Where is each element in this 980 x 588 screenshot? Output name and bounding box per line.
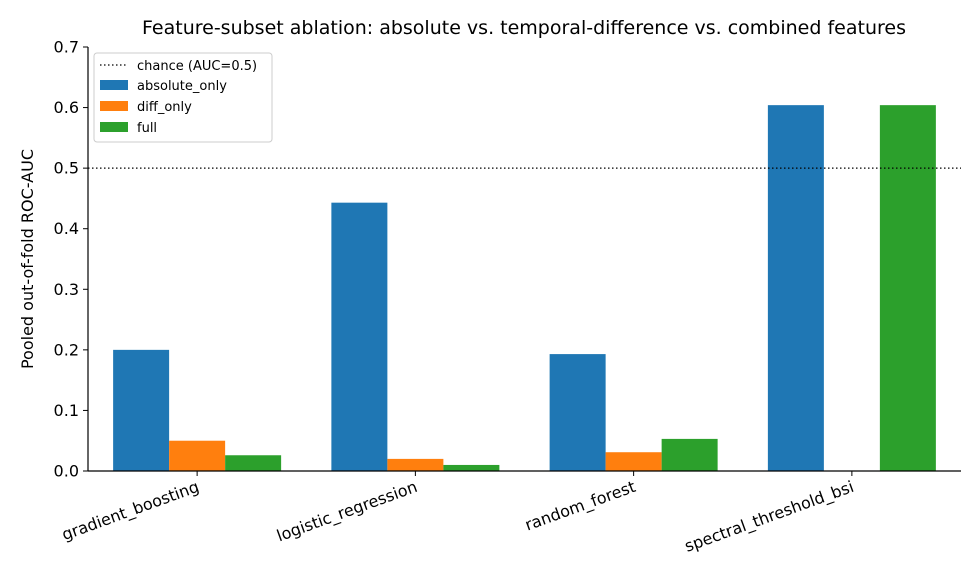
bar-full-spectral_threshold_bsi — [879, 105, 936, 472]
plot-area: 0.0 0.1 0.2 0.3 0.4 0.5 0.6 0.7 gradient_boostin… — [54, 38, 961, 557]
y-tick-label: 0.7 — [54, 38, 79, 57]
bar-absolute_only-gradient_boosting — [113, 349, 170, 471]
x-tick-label: spectral_threshold_bsi — [682, 477, 857, 557]
legend-swatch-absolute_only — [100, 80, 128, 90]
legend-swatch-full — [100, 122, 128, 132]
legend: chance (AUC=0.5) absolute_only diff_onlyfu… — [93, 52, 273, 143]
bar-absolute_only-random_forest — [549, 354, 606, 471]
legend-swatch-diff_only — [100, 101, 128, 111]
x-tick-label: logistic_regression — [274, 477, 420, 546]
x-tick-label: random_forest — [522, 477, 638, 536]
bar-full-gradient_boosting — [225, 455, 282, 471]
legend-box — [93, 52, 273, 143]
y-tick-label: 0.5 — [54, 159, 79, 178]
bar-full-random_forest — [661, 438, 718, 471]
y-tick-label: 0.2 — [54, 340, 79, 359]
bar-diff_only-gradient_boosting — [169, 440, 226, 471]
y-tick-label: 0.6 — [54, 98, 79, 117]
y-tick-label: 0.4 — [54, 219, 79, 238]
y-tick-label: 0.3 — [54, 280, 79, 299]
legend-label-absolute_only: absolute_only — [137, 79, 227, 94]
y-axis-label: Pooled out-of-fold ROC-AUC — [18, 149, 37, 369]
y-tick-label: 0.1 — [54, 401, 79, 420]
bar-diff_only-logistic_regression — [387, 458, 444, 471]
legend-label-full: full — [137, 121, 157, 136]
bar-full-logistic_regression — [443, 464, 500, 471]
legend-label-diff_only: diff_only — [137, 100, 192, 115]
bar-absolute_only-logistic_regression — [331, 202, 388, 471]
x-tick-label: gradient_boosting — [59, 477, 202, 545]
y-tick-label: 0.0 — [54, 462, 79, 481]
bar-absolute_only-spectral_threshold_bsi — [767, 105, 824, 472]
legend-chance-label: chance (AUC=0.5) — [137, 59, 257, 74]
bar-diff_only-random_forest — [605, 452, 662, 471]
chart-title: Feature-subset ablation: absolute vs. te… — [142, 17, 906, 39]
